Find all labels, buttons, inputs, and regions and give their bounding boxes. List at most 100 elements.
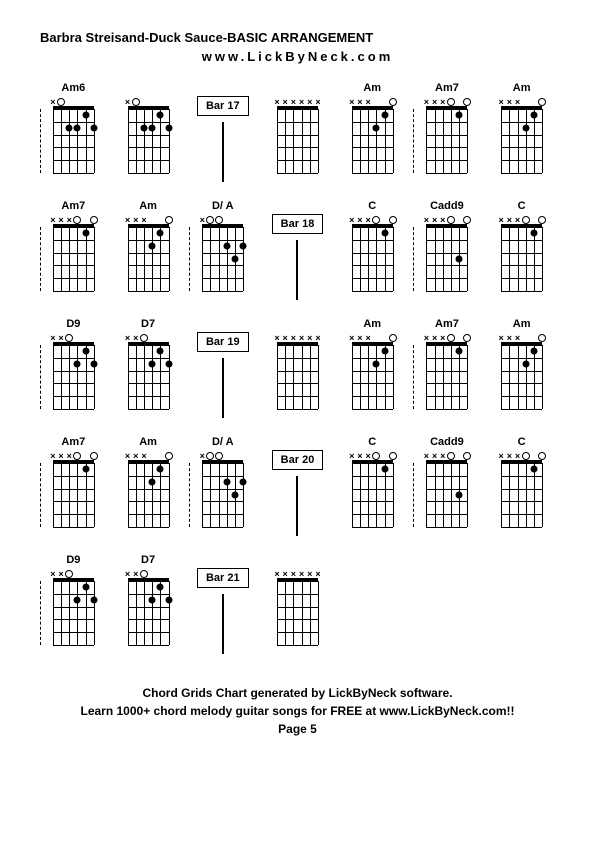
- chord-diagram: ×: [200, 452, 245, 527]
- string-mute: ×: [291, 333, 296, 343]
- chord-diagram: ××: [51, 334, 96, 409]
- string-mute: ×: [349, 451, 354, 461]
- string-mute: ×: [133, 451, 138, 461]
- string-mute: ×: [50, 333, 55, 343]
- string-mute: ×: [440, 333, 445, 343]
- string-open: [447, 216, 455, 224]
- string-mute: ×: [58, 333, 63, 343]
- string-open: [447, 334, 455, 342]
- string-open: [447, 98, 455, 106]
- string-mute: ×: [365, 333, 370, 343]
- string-open: [389, 452, 397, 460]
- footer-line2: Learn 1000+ chord melody guitar songs fo…: [40, 702, 555, 720]
- footer: Chord Grids Chart generated by LickByNec…: [40, 684, 555, 738]
- string-mute: ×: [299, 97, 304, 107]
- string-mute: ×: [274, 97, 279, 107]
- chord-cell: ×: [115, 82, 182, 182]
- fret-dot: [456, 348, 463, 355]
- chord-diagram: ×××: [499, 98, 544, 173]
- fret-dot: [140, 125, 147, 132]
- string-mute: ×: [365, 215, 370, 225]
- chord-cell: Am7×××: [414, 82, 481, 182]
- chord-label: Cadd9: [430, 200, 464, 214]
- string-mute: ×: [67, 215, 72, 225]
- chord-cell: ××××××: [264, 82, 331, 182]
- string-mute: ×: [349, 215, 354, 225]
- string-mute: ×: [299, 333, 304, 343]
- chord-diagram: ××××××: [275, 570, 320, 645]
- string-mute: ×: [200, 215, 205, 225]
- string-open: [90, 452, 98, 460]
- string-mute: ×: [499, 97, 504, 107]
- chord-label: Am6: [61, 82, 85, 96]
- fret-dot: [456, 112, 463, 119]
- string-open: [140, 570, 148, 578]
- string-mute: ×: [515, 215, 520, 225]
- chord-diagram: ×××: [424, 452, 469, 527]
- fret-dot: [240, 479, 247, 486]
- chord-cell: Am×××: [115, 200, 182, 300]
- string-mute: ×: [432, 451, 437, 461]
- bar-label: Bar 19: [197, 332, 249, 352]
- chord-cell: D7××: [115, 318, 182, 418]
- chord-diagram: ×××: [499, 452, 544, 527]
- string-open: [215, 452, 223, 460]
- fret-dot: [157, 584, 164, 591]
- chord-cell: D/ A×: [189, 436, 256, 536]
- string-mute: ×: [307, 333, 312, 343]
- string-open: [206, 216, 214, 224]
- string-open: [90, 216, 98, 224]
- string-mute: ×: [299, 569, 304, 579]
- string-open: [206, 452, 214, 460]
- string-mute: ×: [50, 97, 55, 107]
- chord-cell: Am×××: [339, 82, 406, 182]
- chord-diagram: ×××: [126, 452, 171, 527]
- chord-label: Am7: [61, 436, 85, 450]
- fret-dot: [381, 466, 388, 473]
- string-open: [538, 334, 546, 342]
- chord-cell: ××××××: [264, 554, 331, 654]
- string-mute: ×: [125, 215, 130, 225]
- string-mute: ×: [274, 569, 279, 579]
- string-open: [389, 216, 397, 224]
- bar-label: Bar 20: [272, 450, 324, 470]
- chord-diagram: ××: [126, 570, 171, 645]
- fret-dot: [90, 597, 97, 604]
- string-open: [463, 216, 471, 224]
- string-mute: ×: [507, 215, 512, 225]
- string-mute: ×: [424, 333, 429, 343]
- string-mute: ×: [274, 333, 279, 343]
- chord-diagram: ×××: [424, 98, 469, 173]
- string-open: [538, 452, 546, 460]
- chord-cell: C×××: [488, 436, 555, 536]
- chord-label: Am: [139, 436, 157, 450]
- chord-label: Am7: [435, 318, 459, 332]
- string-mute: ×: [291, 569, 296, 579]
- string-mute: ×: [499, 451, 504, 461]
- string-mute: ×: [440, 97, 445, 107]
- chord-grid: Am6××Bar 17××××××Am×××Am7×××Am×××Am7×××A…: [40, 82, 555, 654]
- string-mute: ×: [424, 451, 429, 461]
- chord-cell: Am×××: [339, 318, 406, 418]
- string-open: [522, 216, 530, 224]
- string-open: [463, 334, 471, 342]
- bar-cell: Bar 21: [189, 554, 256, 654]
- chord-cell: Cadd9×××: [414, 200, 481, 300]
- fret-dot: [456, 256, 463, 263]
- chord-label: D9: [66, 554, 80, 568]
- fret-dot: [381, 348, 388, 355]
- chord-label: Cadd9: [430, 436, 464, 450]
- chord-cell: Am7×××: [40, 200, 107, 300]
- chord-cell: D9××: [40, 318, 107, 418]
- empty-cell: [488, 554, 555, 654]
- string-open: [389, 334, 397, 342]
- fret-dot: [149, 361, 156, 368]
- fret-dot: [149, 479, 156, 486]
- string-mute: ×: [283, 333, 288, 343]
- bar-label: Bar 21: [197, 568, 249, 588]
- bar-divider: [222, 358, 224, 418]
- chord-diagram: ×××: [51, 452, 96, 527]
- empty-cell: [414, 554, 481, 654]
- string-mute: ×: [50, 451, 55, 461]
- chord-label: Am: [513, 82, 531, 96]
